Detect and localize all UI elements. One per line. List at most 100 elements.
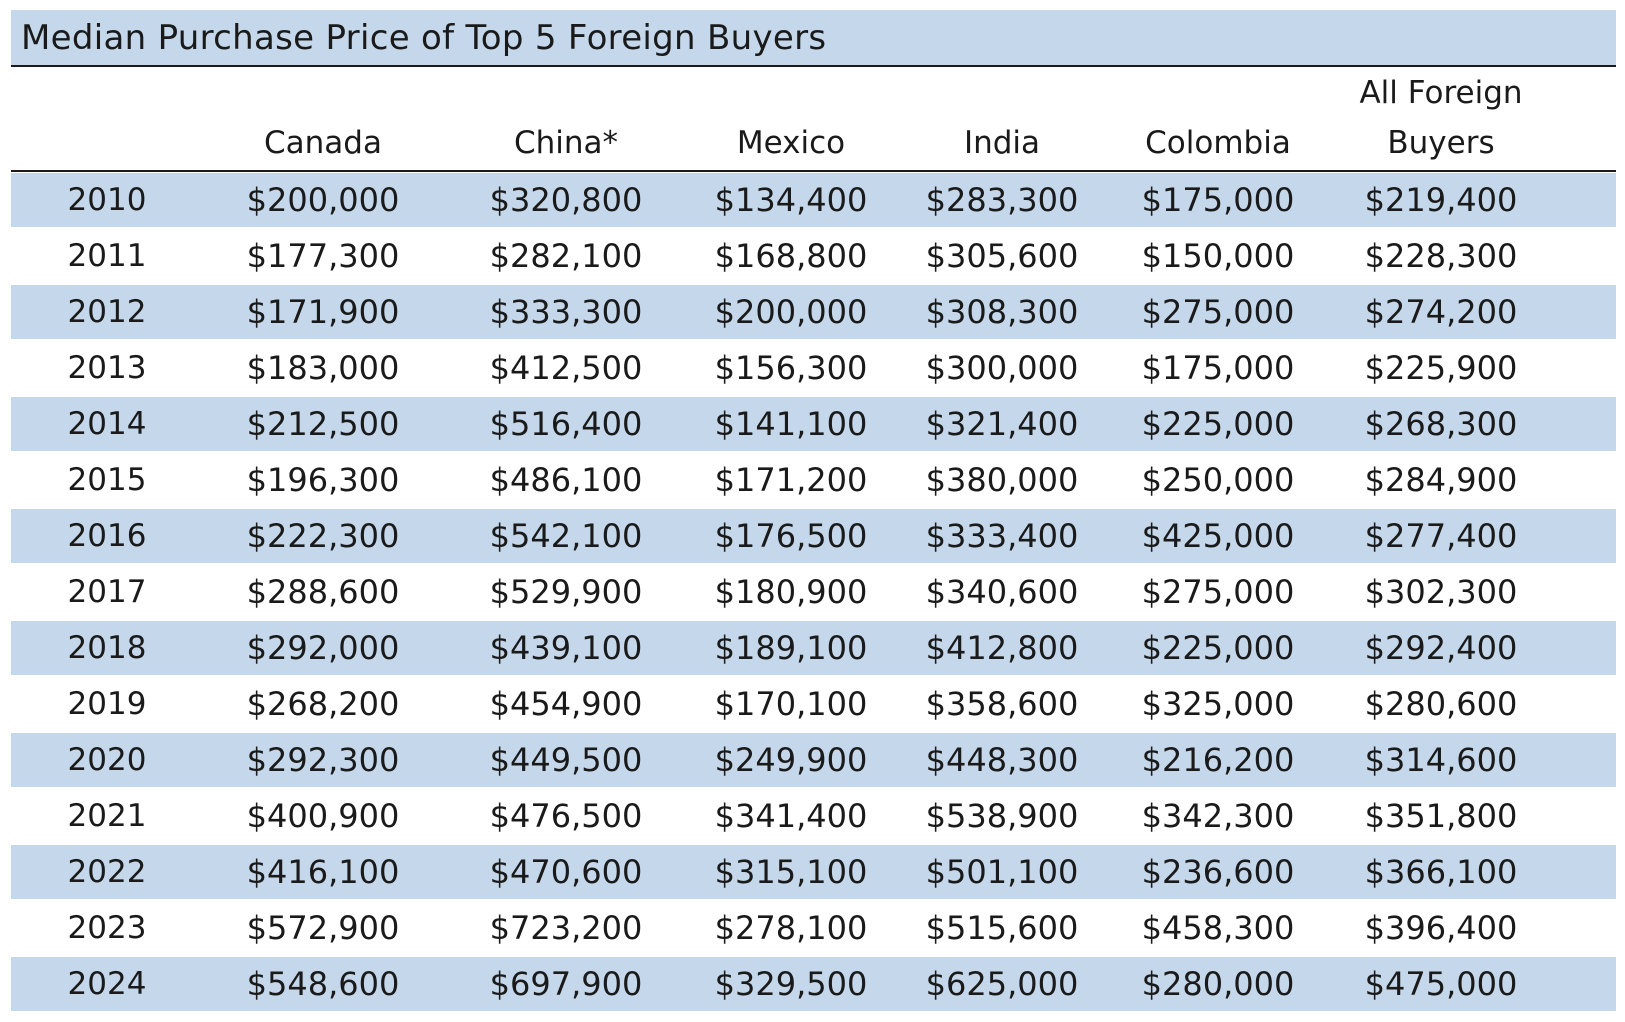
table-cell: $134,400 [714,181,868,219]
table-cell: $236,600 [1141,853,1295,891]
table-row: 2019 $268,200 $454,900 $170,100 $358,600 $325… [11,676,1616,732]
table-cell: $538,900 [925,797,1079,835]
table-cell: $275,000 [1141,293,1295,331]
table-cell: $292,400 [1364,629,1518,667]
column-header-3-line2: Mexico [736,125,846,161]
table-cell: $219,400 [1364,181,1518,219]
table-row: 2022 $416,100 $470,600 $315,100 $501,100 $236… [11,845,1616,899]
table-cell: $171,200 [714,461,868,499]
table-cell: $697,900 [489,965,643,1003]
row-year: 2021 [67,798,147,834]
table-cell: $250,000 [1141,461,1295,499]
row-year: 2017 [67,574,147,610]
table-cell: $380,000 [925,461,1079,499]
table-cell: $175,000 [1141,181,1295,219]
table-title: Median Purchase Price of Top 5 Foreign B… [11,10,1616,67]
table-cell: $625,000 [925,965,1079,1003]
table-row: 2013 $183,000 $412,500 $156,300 $300,000 $175… [11,340,1616,396]
row-year: 2012 [67,294,147,330]
row-year: 2019 [67,686,147,722]
table-cell: $516,400 [489,405,643,443]
table-cell: $315,100 [714,853,868,891]
table-cell: $300,000 [925,349,1079,387]
table-cell: $358,600 [925,685,1079,723]
table-row: 2014 $212,500 $516,400 $141,100 $321,400 $225… [11,397,1616,451]
table-cell: $222,300 [246,517,400,555]
table-cell: $470,600 [489,853,643,891]
row-year: 2023 [67,910,147,946]
table-cell: $282,100 [489,237,643,275]
row-year: 2018 [67,630,147,666]
table-cell: $366,100 [1364,853,1518,891]
table-cell: $228,300 [1364,237,1518,275]
table-row: 2021 $400,900 $476,500 $341,400 $538,900 $342… [11,788,1616,844]
table-cell: $150,000 [1141,237,1295,275]
table-cell: $396,400 [1364,909,1518,947]
column-header-2-line2: China* [513,125,619,161]
table-cell: $475,000 [1364,965,1518,1003]
column-header-6-line2: Buyers [1387,125,1495,161]
table-cell: $180,900 [714,573,868,611]
table-cell: $175,000 [1141,349,1295,387]
table-cell: $225,900 [1364,349,1518,387]
table-cell: $225,000 [1141,629,1295,667]
table-cell: $416,100 [246,853,400,891]
table-cell: $412,800 [925,629,1079,667]
table-cell: $268,200 [246,685,400,723]
table-cell: $529,900 [489,573,643,611]
table-row: 2020 $292,300 $449,500 $249,900 $448,300 $216… [11,733,1616,787]
table-cell: $141,100 [714,405,868,443]
column-header-6-line1: All Foreign [1359,75,1523,111]
table-cell: $723,200 [489,909,643,947]
table-row: 2016 $222,300 $542,100 $176,500 $333,400 $425… [11,509,1616,563]
table-row: 2010 $200,000 $320,800 $134,400 $283,300 $175… [11,173,1616,227]
table-cell: $458,300 [1141,909,1295,947]
table-cell: $274,200 [1364,293,1518,331]
table-row: 2015 $196,300 $486,100 $171,200 $380,000 $250… [11,452,1616,508]
table-cell: $320,800 [489,181,643,219]
table-cell: $225,000 [1141,405,1295,443]
table-cell: $333,400 [925,517,1079,555]
row-year: 2024 [67,966,147,1002]
table-row: 2012 $171,900 $333,300 $200,000 $308,300 $275… [11,285,1616,339]
column-header-4-line2: India [963,125,1041,161]
row-year: 2016 [67,518,147,554]
table-cell: $302,300 [1364,573,1518,611]
table-cell: $515,600 [925,909,1079,947]
table-cell: $283,300 [925,181,1079,219]
table-cell: $314,600 [1364,741,1518,779]
table-row: 2017 $288,600 $529,900 $180,900 $340,600 $275… [11,564,1616,620]
table-cell: $333,300 [489,293,643,331]
table-cell: $476,500 [489,797,643,835]
table-cell: $212,500 [246,405,400,443]
table-cell: $200,000 [246,181,400,219]
table-cell: $170,100 [714,685,868,723]
table-cell: $321,400 [925,405,1079,443]
table-cell: $249,900 [714,741,868,779]
price-table: Median Purchase Price of Top 5 Foreign B… [11,10,1616,1012]
row-year: 2013 [67,350,147,386]
table-cell: $340,600 [925,573,1079,611]
table-cell: $341,400 [714,797,868,835]
table-cell: $449,500 [489,741,643,779]
table-row: 2018 $292,000 $439,100 $189,100 $412,800 $225… [11,621,1616,675]
table-cell: $156,300 [714,349,868,387]
table-cell: $425,000 [1141,517,1295,555]
row-year: 2022 [67,854,147,890]
table-cell: $351,800 [1364,797,1518,835]
row-year: 2015 [67,462,147,498]
table-header: Canada China* Mexico India Colombia All Forei… [11,67,1616,172]
table-cell: $189,100 [714,629,868,667]
table-cell: $280,600 [1364,685,1518,723]
table-cell: $486,100 [489,461,643,499]
row-year: 2011 [67,238,147,274]
table-cell: $196,300 [246,461,400,499]
table-cell: $216,200 [1141,741,1295,779]
table-row: 2011 $177,300 $282,100 $168,800 $305,600 $150… [11,228,1616,284]
table-cell: $176,500 [714,517,868,555]
row-year: 2010 [67,182,147,218]
table-cell: $177,300 [246,237,400,275]
table-cell: $278,100 [714,909,868,947]
table-cell: $342,300 [1141,797,1295,835]
table-cell: $501,100 [925,853,1079,891]
